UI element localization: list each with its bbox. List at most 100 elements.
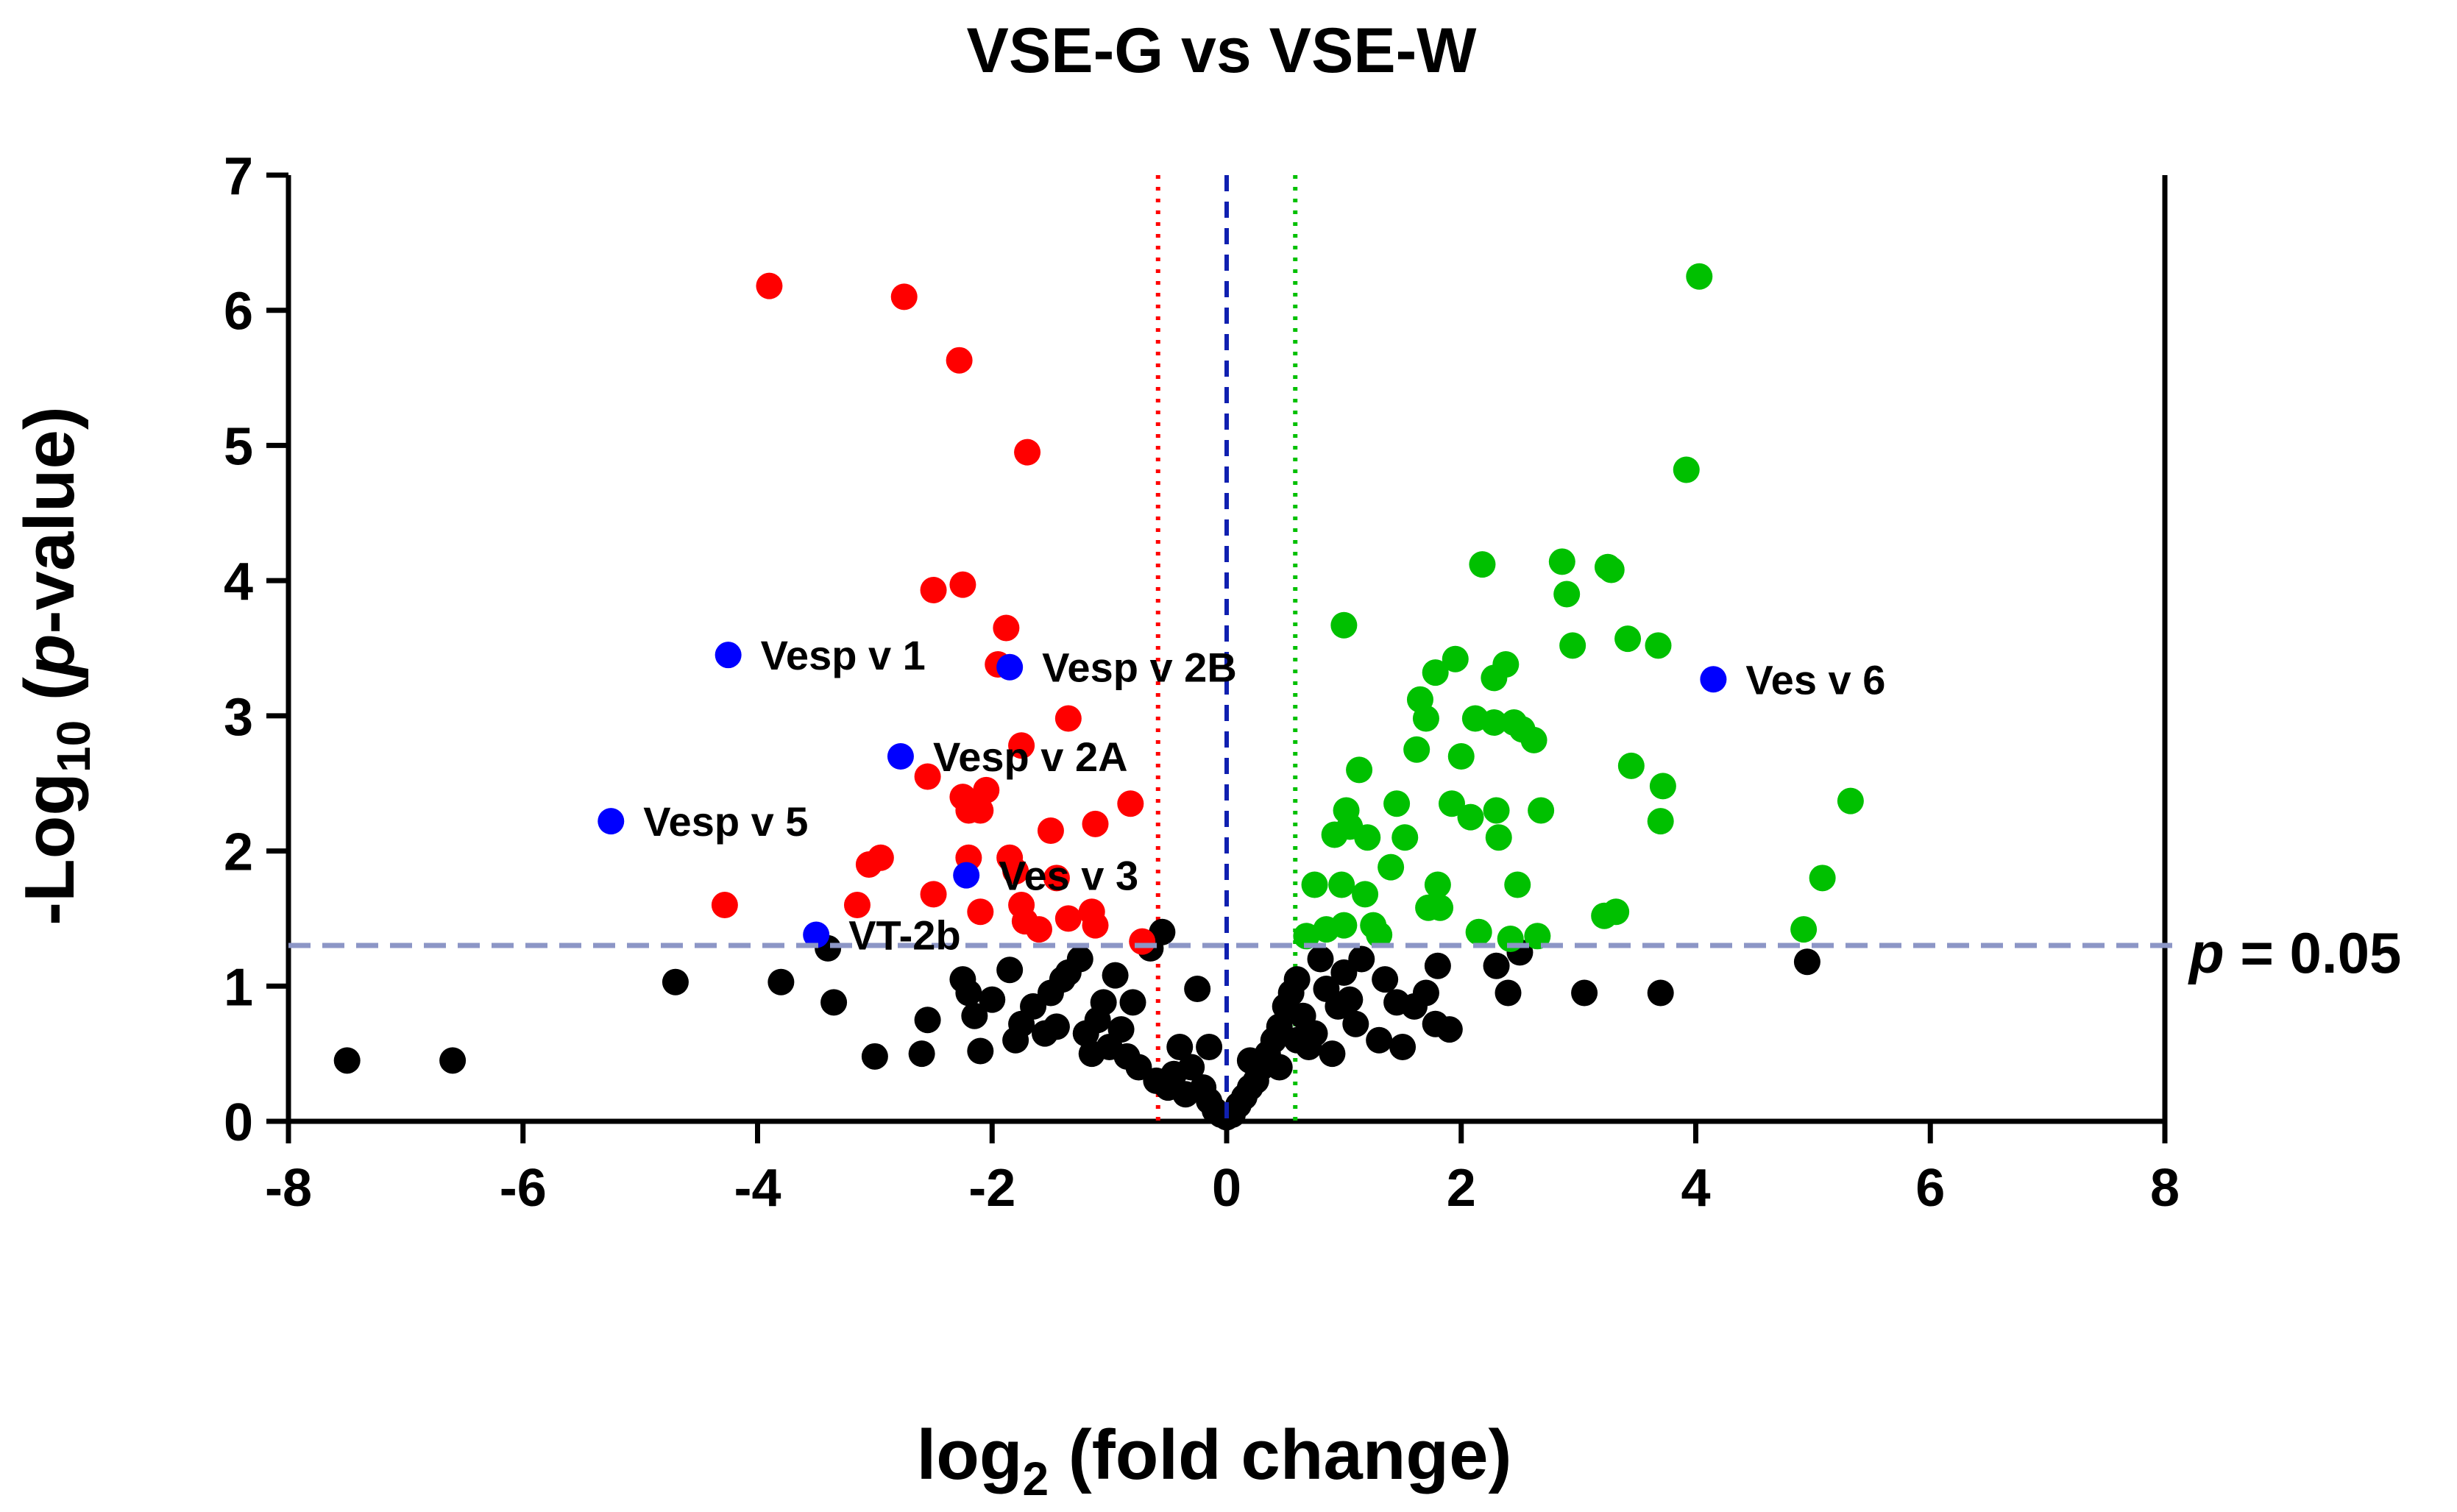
up-regulated-point bbox=[1378, 853, 1405, 881]
not-significant-point bbox=[1389, 1033, 1417, 1060]
down-regulated-point bbox=[946, 347, 973, 374]
down-regulated-point bbox=[1026, 916, 1052, 943]
not-significant-point bbox=[1571, 979, 1598, 1007]
up-regulated-point bbox=[1614, 625, 1642, 653]
point-label: Vesp v 2B bbox=[1042, 645, 1237, 691]
not-significant-point bbox=[1647, 979, 1674, 1007]
up-regulated-point bbox=[1424, 871, 1451, 898]
up-regulated-point bbox=[1485, 824, 1512, 851]
up-regulated-point bbox=[1465, 918, 1492, 945]
not-significant-point bbox=[1307, 945, 1334, 973]
y-tick-label: 1 bbox=[224, 958, 253, 1017]
point-label: Vesp v 2A bbox=[933, 734, 1128, 780]
not-significant-point bbox=[1283, 966, 1311, 993]
not-significant-point bbox=[662, 968, 689, 995]
not-significant-point bbox=[1372, 966, 1399, 993]
up-regulated-point bbox=[1617, 752, 1645, 779]
y-axis-label: -Log10 (p-value) bbox=[10, 406, 100, 926]
not-significant-point bbox=[979, 986, 1006, 1013]
up-regulated-point bbox=[1330, 611, 1358, 639]
up-regulated-point bbox=[1645, 632, 1672, 659]
x-axis-label-main: log bbox=[917, 1416, 1023, 1494]
x-tick-label: 8 bbox=[2150, 1159, 2180, 1218]
not-significant-point bbox=[961, 1002, 988, 1029]
down-regulated-point bbox=[843, 892, 871, 919]
up-regulated-point bbox=[1790, 916, 1818, 943]
x-axis-label-rest: (fold change) bbox=[1049, 1416, 1511, 1494]
up-regulated-point bbox=[1524, 923, 1551, 950]
up-regulated-point bbox=[1504, 871, 1531, 898]
up-regulated-point bbox=[1809, 865, 1836, 892]
x-tick-label: 0 bbox=[1212, 1159, 1241, 1218]
down-regulated-point bbox=[949, 571, 976, 598]
y-tick-label: 0 bbox=[224, 1093, 253, 1152]
not-significant-point bbox=[439, 1047, 467, 1074]
down-regulated-point bbox=[1129, 928, 1156, 955]
down-regulated-point bbox=[890, 283, 918, 310]
point-label: VT-2b bbox=[848, 912, 960, 958]
x-axis-label: log2 (fold change) bbox=[917, 1416, 1512, 1505]
point-label: Ves v 3 bbox=[999, 853, 1138, 899]
not-significant-point bbox=[1483, 952, 1510, 979]
down-regulated-point bbox=[756, 272, 783, 299]
labeled-allergen-point bbox=[953, 862, 980, 889]
down-regulated-point bbox=[1117, 790, 1144, 817]
not-significant-point bbox=[996, 956, 1024, 984]
not-significant-point bbox=[333, 1047, 361, 1074]
x-tick-label: -2 bbox=[968, 1159, 1015, 1218]
not-significant-point bbox=[908, 1040, 935, 1068]
down-regulated-point bbox=[1082, 810, 1109, 837]
up-regulated-point bbox=[1442, 645, 1469, 672]
y-tick-label: 7 bbox=[224, 147, 253, 206]
up-regulated-point bbox=[1598, 556, 1625, 583]
not-significant-point bbox=[914, 1007, 941, 1034]
not-significant-point bbox=[955, 979, 982, 1007]
labeled-allergen-point bbox=[1700, 666, 1727, 693]
y-tick-label: 6 bbox=[224, 283, 253, 341]
y-axis-label-close: -value) bbox=[10, 406, 89, 633]
not-significant-point bbox=[1066, 945, 1093, 973]
not-significant-point bbox=[861, 1043, 888, 1070]
not-significant-point bbox=[1149, 918, 1176, 945]
up-regulated-point bbox=[1647, 808, 1674, 835]
labeled-allergen-point bbox=[598, 808, 625, 835]
up-regulated-point bbox=[1328, 871, 1355, 898]
up-regulated-point bbox=[1293, 923, 1320, 950]
not-significant-point bbox=[1366, 1026, 1393, 1054]
not-significant-point bbox=[767, 968, 795, 995]
not-significant-point bbox=[1043, 1013, 1070, 1040]
up-regulated-point bbox=[1603, 898, 1630, 926]
down-regulated-point bbox=[711, 892, 738, 919]
not-significant-point bbox=[1166, 1033, 1194, 1060]
down-regulated-point bbox=[967, 898, 994, 926]
up-regulated-point bbox=[1330, 912, 1358, 939]
chart-title: VSE-G vs VSE-W bbox=[967, 15, 1478, 86]
down-regulated-point bbox=[967, 797, 994, 824]
up-regulated-point bbox=[1837, 787, 1864, 814]
down-regulated-point bbox=[855, 851, 882, 878]
up-regulated-point bbox=[1548, 548, 1575, 575]
down-regulated-point bbox=[1014, 439, 1041, 466]
p-threshold-label-rest: = 0.05 bbox=[2224, 920, 2402, 985]
up-regulated-point bbox=[1422, 659, 1449, 686]
up-regulated-point bbox=[1346, 756, 1373, 784]
up-regulated-point bbox=[1553, 581, 1581, 608]
up-regulated-point bbox=[1469, 551, 1496, 578]
y-axis-label-italic: p bbox=[10, 634, 89, 680]
up-regulated-point bbox=[1497, 925, 1524, 952]
up-regulated-point bbox=[1686, 263, 1713, 290]
down-regulated-point bbox=[973, 776, 1000, 803]
point-label: Ves v 6 bbox=[1745, 656, 1885, 703]
not-significant-point bbox=[1336, 986, 1364, 1013]
down-regulated-point bbox=[1037, 817, 1064, 845]
down-regulated-point bbox=[914, 763, 941, 790]
not-significant-point bbox=[1319, 1040, 1346, 1068]
up-regulated-point bbox=[1383, 790, 1411, 817]
up-regulated-point bbox=[1301, 871, 1328, 898]
not-significant-point bbox=[1196, 1033, 1223, 1060]
not-significant-point bbox=[1236, 1047, 1263, 1074]
not-significant-point bbox=[967, 1037, 994, 1065]
not-significant-point bbox=[1436, 1016, 1463, 1043]
down-regulated-point bbox=[1043, 865, 1070, 892]
